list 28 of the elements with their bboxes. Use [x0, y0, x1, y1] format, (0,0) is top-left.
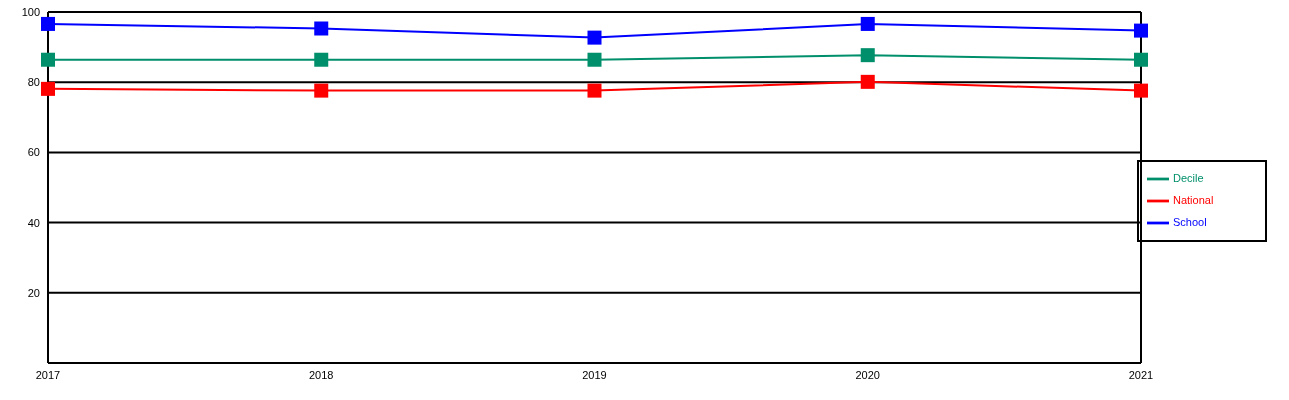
legend-label: Decile — [1173, 171, 1204, 184]
point — [587, 30, 602, 45]
legend-label: School — [1173, 215, 1207, 228]
y-tick-label: 100 — [21, 5, 40, 18]
y-tick-label: 20 — [27, 286, 40, 299]
point — [860, 48, 875, 63]
legend-label: National — [1173, 193, 1214, 206]
x-tick-label: 2017 — [35, 368, 61, 381]
y-tick-label: 60 — [27, 146, 40, 159]
point — [860, 74, 875, 89]
point — [860, 16, 875, 31]
y-tick-label: 80 — [27, 76, 40, 89]
point — [587, 52, 602, 67]
point — [41, 81, 55, 96]
point — [41, 16, 55, 31]
y-tick-label: 40 — [27, 216, 40, 229]
point — [1134, 23, 1148, 38]
point — [587, 83, 602, 98]
point — [1134, 83, 1148, 98]
point — [314, 52, 329, 67]
point — [41, 52, 55, 67]
x-tick-label: 2020 — [855, 368, 880, 381]
point — [314, 83, 329, 98]
point — [314, 21, 329, 36]
x-tick-label: 2019 — [582, 368, 607, 381]
x-tick-label: 2018 — [309, 368, 334, 381]
point — [1134, 52, 1148, 67]
x-tick-label: 2021 — [1128, 368, 1154, 381]
